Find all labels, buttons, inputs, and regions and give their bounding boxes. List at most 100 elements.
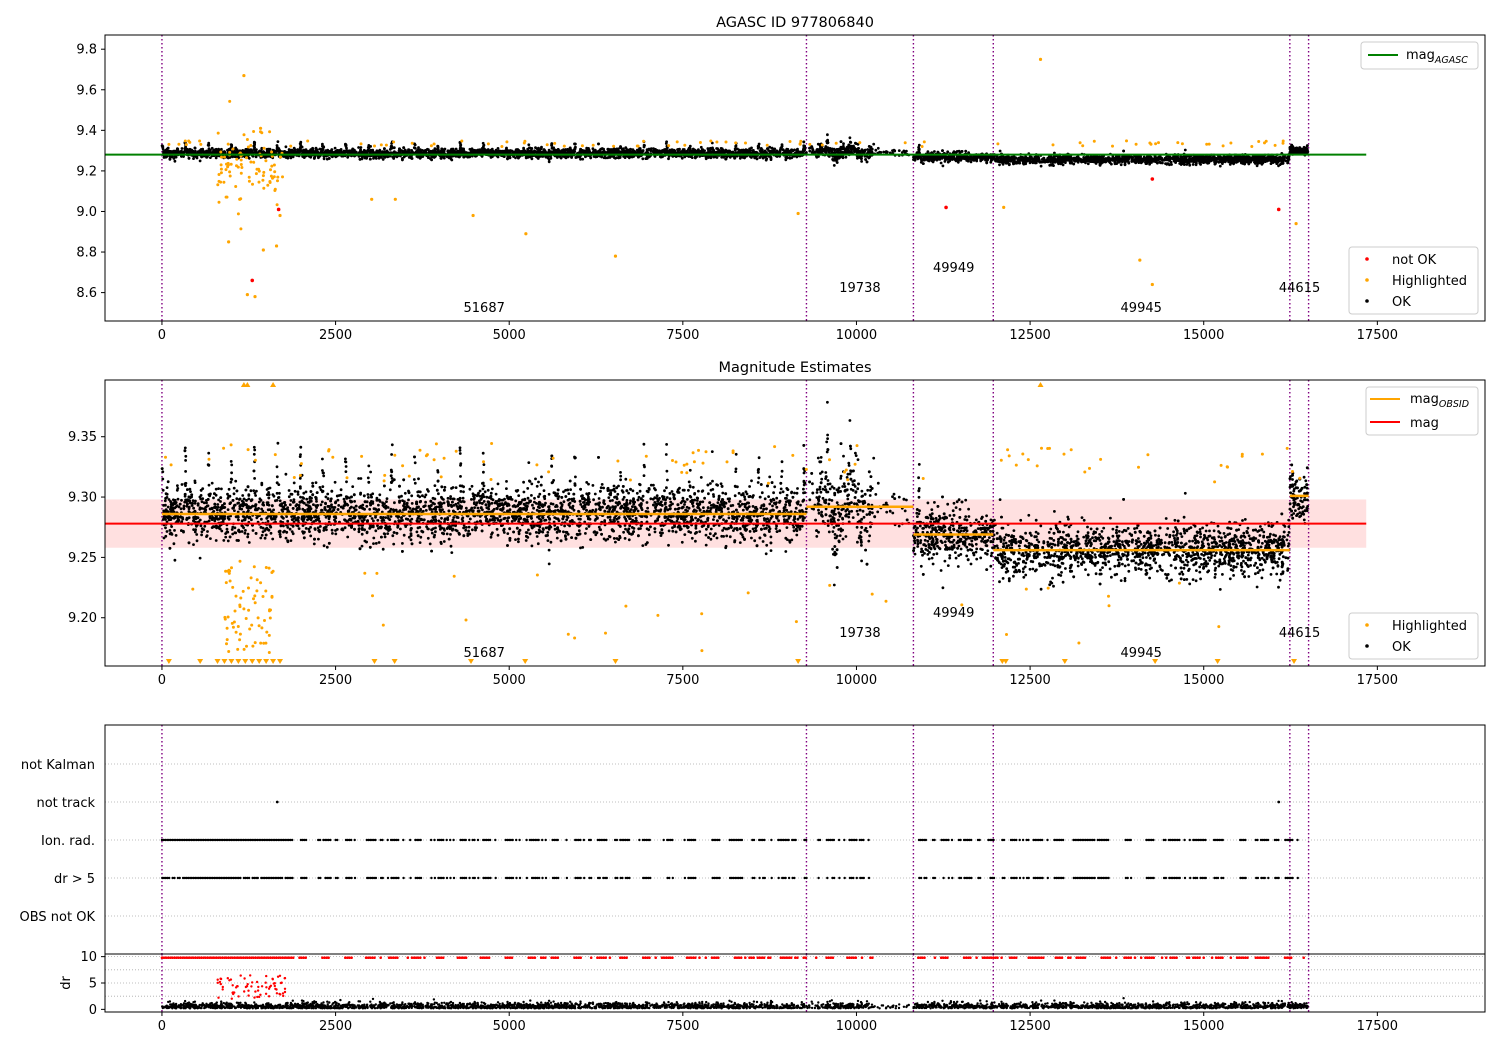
ok-point bbox=[1022, 161, 1025, 165]
ok-point bbox=[1086, 162, 1090, 166]
ok-point bbox=[964, 149, 968, 153]
ok-point bbox=[174, 155, 178, 159]
ok-point bbox=[714, 155, 717, 159]
ok-point bbox=[844, 155, 848, 159]
ok-point bbox=[1158, 160, 1162, 164]
ok-point bbox=[998, 163, 1001, 167]
ok-point bbox=[1183, 148, 1187, 152]
ok-point bbox=[192, 157, 195, 161]
ok-point bbox=[1024, 155, 1027, 159]
ok-point bbox=[998, 149, 1002, 153]
ok-point bbox=[667, 157, 670, 161]
ok-point bbox=[943, 160, 947, 163]
ok-point bbox=[808, 149, 812, 153]
ok-point bbox=[193, 146, 197, 150]
ok-point bbox=[417, 146, 420, 149]
ok-point bbox=[293, 148, 297, 152]
ok-point bbox=[459, 143, 462, 147]
ok-point bbox=[832, 164, 836, 167]
ok-point bbox=[1255, 164, 1259, 168]
ok-point bbox=[866, 148, 870, 151]
ok-point bbox=[247, 156, 251, 160]
ok-point bbox=[699, 145, 703, 149]
ok-point bbox=[653, 147, 656, 151]
ok-point bbox=[1191, 163, 1195, 166]
ok-point bbox=[860, 148, 864, 152]
ok-point bbox=[836, 148, 840, 151]
ok-point bbox=[494, 150, 498, 153]
ok-point bbox=[522, 146, 525, 150]
ok-point bbox=[604, 156, 608, 160]
ok-point bbox=[496, 147, 500, 150]
ok-point bbox=[724, 157, 728, 161]
ok-point bbox=[527, 143, 531, 147]
ok-point bbox=[252, 140, 256, 144]
ok-point bbox=[591, 147, 595, 151]
ok-point bbox=[882, 150, 886, 154]
ok-point bbox=[1123, 162, 1127, 166]
ok-point bbox=[252, 144, 256, 148]
ok-point bbox=[712, 150, 715, 154]
ok-point bbox=[788, 156, 792, 160]
ok-point bbox=[407, 148, 410, 152]
ok-point bbox=[357, 146, 360, 149]
ok-point bbox=[897, 149, 901, 153]
ok-point bbox=[1038, 160, 1042, 164]
ok-point bbox=[854, 141, 857, 145]
ok-point bbox=[1228, 163, 1232, 166]
top-title: AGASC ID 977806840 bbox=[716, 15, 874, 31]
ok-point bbox=[439, 157, 443, 160]
ok-point bbox=[482, 143, 486, 147]
ok-point bbox=[530, 147, 534, 150]
ok-point bbox=[173, 159, 177, 163]
ok-point bbox=[687, 146, 691, 150]
ok-point bbox=[255, 148, 258, 152]
ok-point bbox=[1188, 163, 1192, 167]
ok-point bbox=[939, 161, 943, 165]
ok-point bbox=[1218, 164, 1222, 168]
ok-point bbox=[505, 146, 508, 150]
ok-point bbox=[367, 144, 371, 147]
ok-point bbox=[1039, 164, 1043, 168]
ok-point bbox=[374, 157, 378, 160]
ok-point bbox=[933, 150, 936, 153]
ok-point bbox=[842, 142, 845, 146]
ok-point bbox=[948, 159, 952, 163]
ok-point bbox=[276, 140, 280, 144]
ok-point bbox=[642, 145, 646, 149]
ok-point bbox=[876, 146, 880, 150]
ok-point bbox=[969, 160, 973, 164]
ok-point bbox=[860, 160, 863, 163]
ok-point bbox=[955, 150, 959, 153]
ok-point bbox=[1284, 159, 1288, 163]
ok-point bbox=[874, 148, 878, 152]
ok-point bbox=[1148, 162, 1151, 166]
ok-point bbox=[549, 156, 553, 160]
ok-point bbox=[780, 143, 784, 147]
ok-point bbox=[1137, 161, 1141, 165]
ok-point bbox=[410, 150, 414, 154]
ok-point bbox=[230, 143, 234, 147]
ok-point bbox=[1119, 163, 1123, 167]
ok-point bbox=[856, 156, 859, 160]
ok-point bbox=[826, 133, 829, 137]
ok-point bbox=[210, 146, 214, 150]
ok-point bbox=[526, 147, 530, 151]
top-panel: AGASC ID 977806840 516871973849949499454… bbox=[76, 15, 1486, 343]
ok-point bbox=[180, 147, 184, 150]
ok-point bbox=[1261, 158, 1265, 162]
ok-point bbox=[579, 157, 582, 161]
ok-point bbox=[738, 156, 742, 160]
ok-point bbox=[772, 148, 775, 152]
ok-point bbox=[359, 146, 363, 149]
ok-point bbox=[581, 157, 585, 161]
ok-point bbox=[606, 147, 610, 151]
ok-point bbox=[322, 157, 326, 161]
ok-point bbox=[533, 149, 536, 153]
ok-point bbox=[665, 140, 668, 144]
ok-point bbox=[318, 147, 322, 151]
ok-point bbox=[1115, 162, 1119, 166]
ok-point bbox=[848, 136, 852, 140]
